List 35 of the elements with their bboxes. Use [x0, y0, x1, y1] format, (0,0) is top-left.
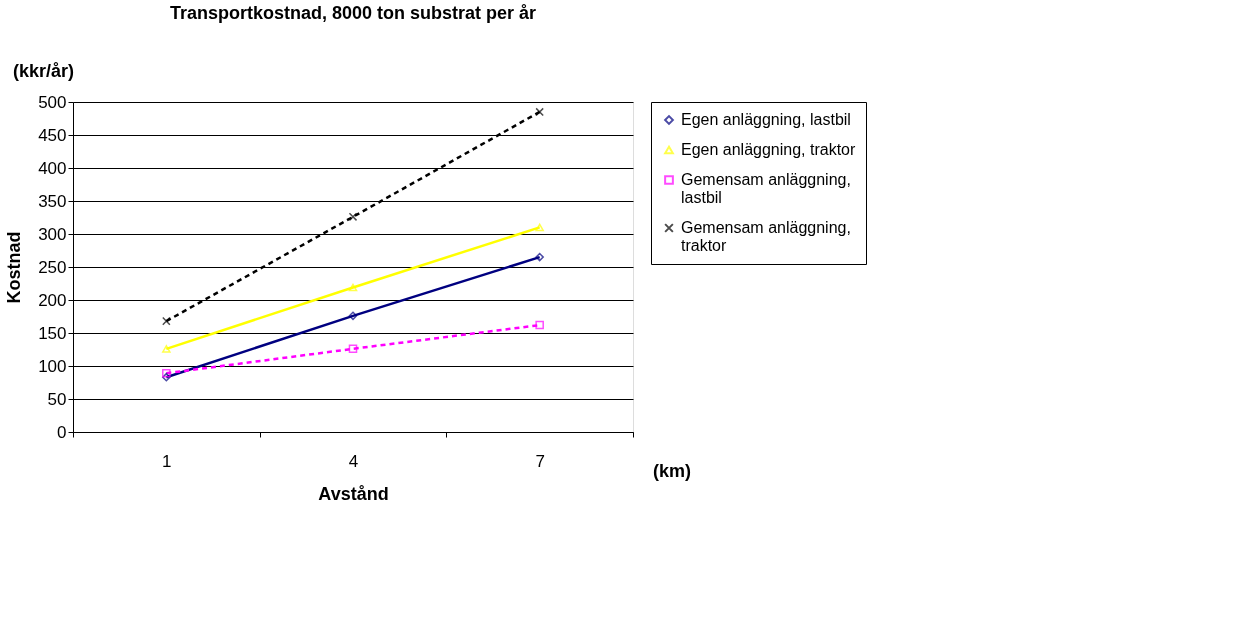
y-tick-label: 200: [38, 290, 67, 310]
point: [162, 368, 171, 378]
point: [535, 107, 544, 117]
point: [348, 311, 358, 321]
y-tick-label: 450: [38, 125, 67, 145]
y-tick-label: 400: [38, 158, 67, 178]
legend-label: Gemensam anläggning, lastbil: [681, 171, 851, 206]
point: [162, 345, 171, 353]
point: [348, 283, 358, 292]
y-axis-title: Kostnad: [4, 231, 25, 304]
y-tick-label: 50: [47, 389, 67, 409]
x-tick-label: 7: [535, 451, 545, 471]
point: [535, 252, 544, 262]
legend-label: Egen anläggning, traktor: [681, 141, 857, 158]
point: [348, 212, 358, 222]
y-tick-label: 350: [38, 191, 67, 211]
point: [535, 320, 544, 330]
text: (km): [653, 461, 692, 481]
x-tick-label: 4: [348, 451, 359, 471]
point: [348, 344, 358, 354]
y-tick-label: 0: [57, 422, 67, 442]
y-tick-label: 150: [38, 323, 67, 343]
legend-label: Gemensam anläggning, traktor: [681, 219, 851, 254]
y-tick-label: 250: [38, 257, 67, 277]
x-tick-label: 1: [162, 451, 172, 471]
point: [162, 316, 171, 326]
y-tick-label: 500: [38, 92, 67, 112]
x-axis-title: Avstånd: [318, 483, 389, 504]
text: (kkr/år): [13, 61, 75, 81]
point: [535, 223, 544, 232]
point: [162, 372, 171, 382]
legend-label: Egen anläggning, lastbil: [681, 111, 851, 128]
y-tick-label: 300: [38, 224, 67, 244]
chart-title: Transportkostnad, 8000 ton substrat per år: [169, 3, 537, 23]
y-tick-label: 100: [38, 356, 67, 376]
